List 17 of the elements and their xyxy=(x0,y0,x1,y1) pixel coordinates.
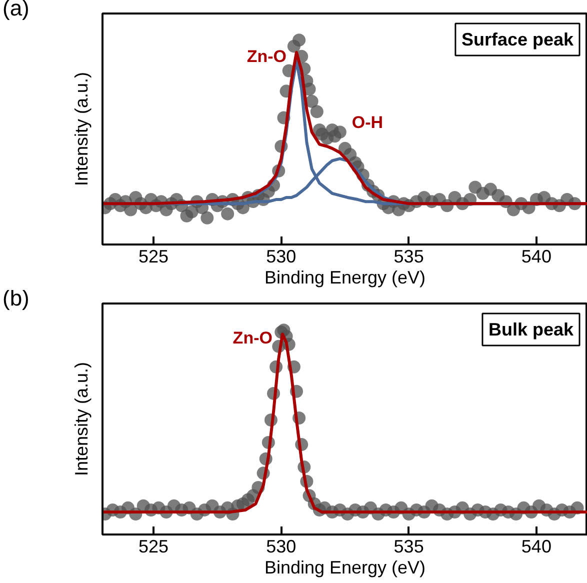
x-axis-title: Binding Energy (eV) xyxy=(264,268,426,288)
x-tick-label: 535 xyxy=(394,246,424,266)
x-tick-label: 535 xyxy=(394,536,424,556)
annotation: Bulk peak xyxy=(488,320,574,340)
annotation: O-H xyxy=(352,113,384,132)
y-axis-title: Intensity (a.u.) xyxy=(72,72,92,186)
x-tick-label: 540 xyxy=(521,536,552,556)
y-axis-title: Intensity (a.u.) xyxy=(72,362,92,476)
x-tick-label: 530 xyxy=(266,246,296,266)
annotation: Surface peak xyxy=(461,30,574,50)
annotation: Zn-O xyxy=(232,328,272,348)
x-tick-label: 540 xyxy=(521,246,552,266)
x-axis-title: Binding Energy (eV) xyxy=(264,558,426,578)
x-tick-label: 525 xyxy=(138,536,169,556)
annotation: Zn-O xyxy=(246,46,287,66)
x-tick-label: 525 xyxy=(138,246,169,266)
x-tick-label: 530 xyxy=(266,536,296,556)
